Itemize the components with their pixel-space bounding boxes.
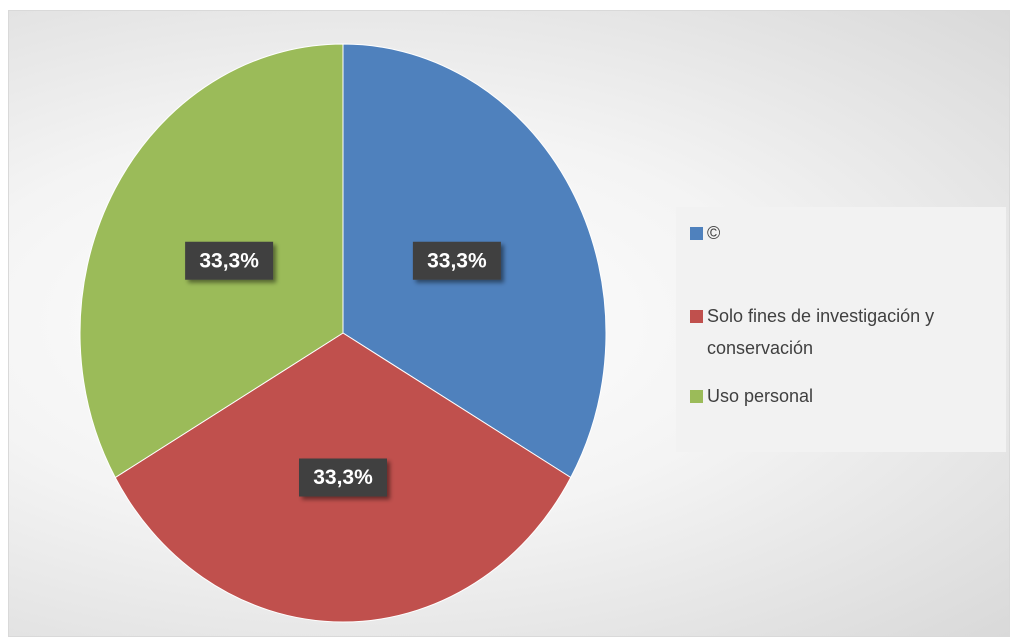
data-label: 33,3%	[412, 241, 501, 280]
legend: © Solo fines de investigación y conservac…	[676, 207, 1006, 452]
legend-item: ©	[690, 217, 997, 249]
legend-label: Uso personal	[707, 386, 814, 406]
data-label-text: 33,3%	[313, 466, 373, 489]
legend-label: Solo fines de investigación y conservaci…	[707, 306, 935, 358]
legend-item: Solo fines de investigación y conservaci…	[690, 300, 997, 364]
data-label-text: 33,3%	[199, 249, 259, 272]
legend-item: Uso personal	[690, 380, 997, 412]
legend-swatch	[690, 227, 703, 240]
data-label: 33,3%	[299, 458, 387, 497]
data-label-text: 33,3%	[427, 249, 487, 272]
legend-swatch	[690, 310, 703, 323]
legend-label: ©	[707, 223, 721, 243]
legend-swatch	[690, 390, 703, 403]
data-label-box	[299, 458, 387, 497]
data-label-box	[412, 241, 501, 280]
data-label: 33,3%	[185, 241, 274, 280]
data-label-box	[185, 241, 274, 280]
